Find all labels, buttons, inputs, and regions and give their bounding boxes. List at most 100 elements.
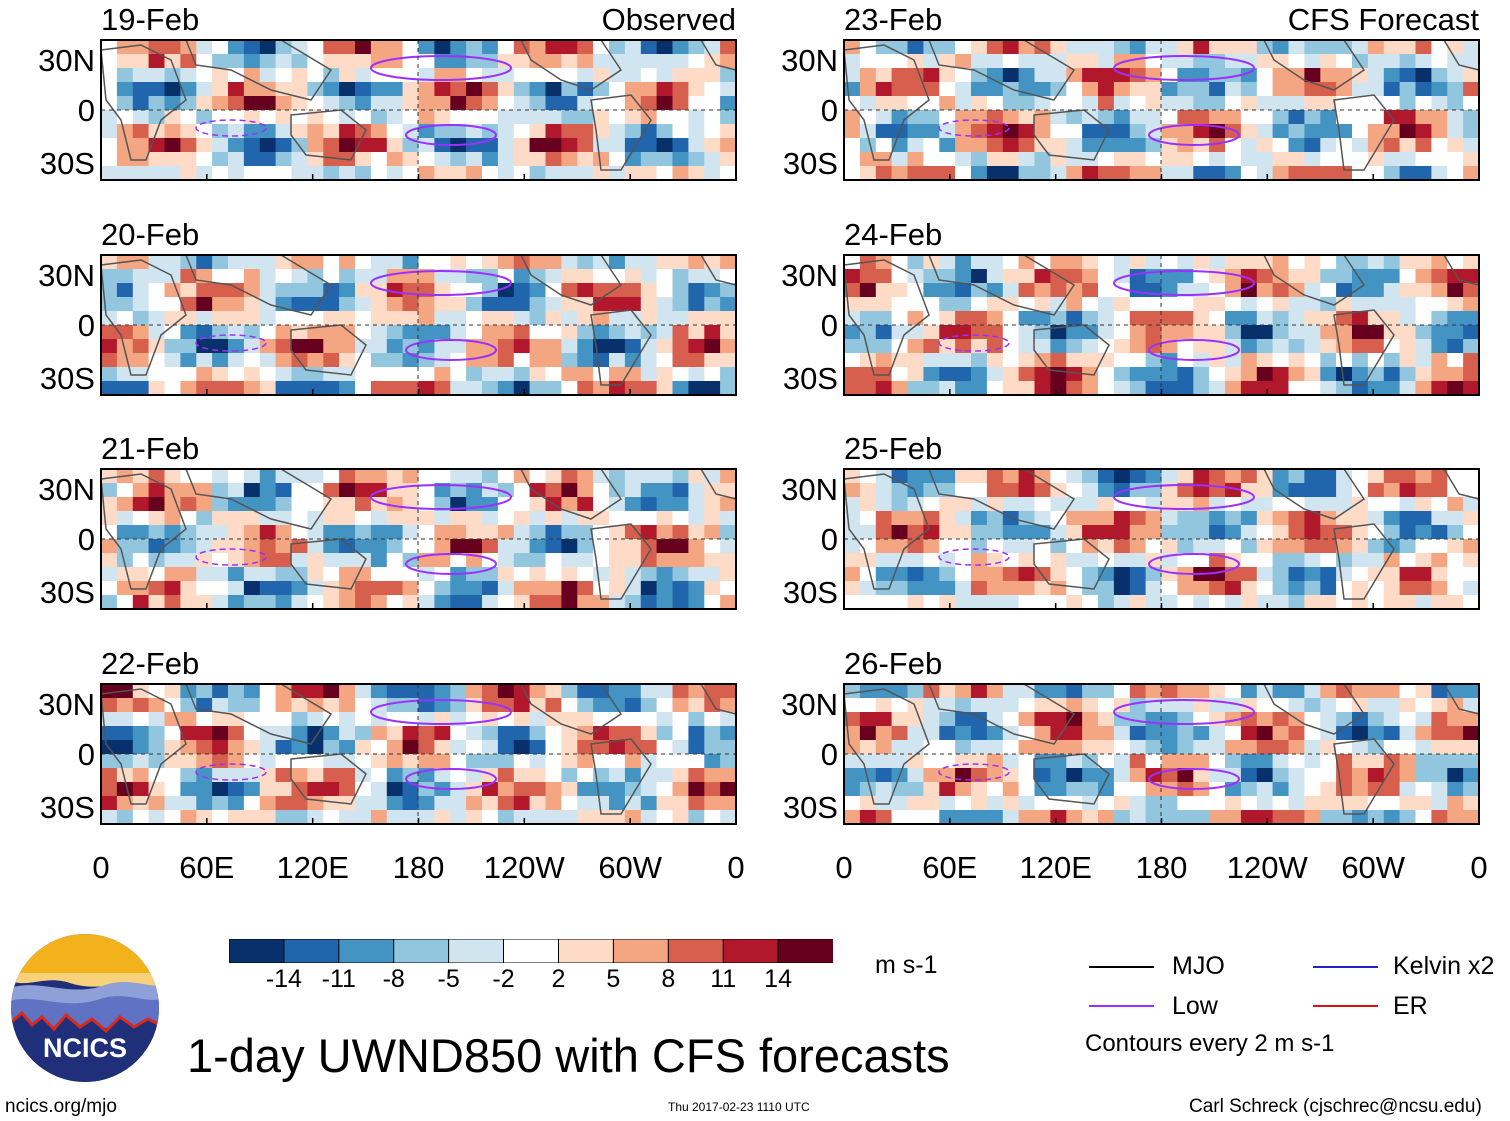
y-tick-label: 0 — [77, 308, 95, 343]
colorbar-swatch — [558, 939, 615, 963]
colorbar-label: 2 — [551, 965, 566, 993]
y-tick-label: 30N — [38, 687, 95, 722]
colorbar-swatch — [777, 939, 833, 963]
y-tick-label: 0 — [77, 737, 95, 772]
low-legend-line — [1089, 1005, 1154, 1007]
y-tick-label: 30N — [781, 687, 838, 722]
y-tick-label: 30N — [38, 258, 95, 293]
low-contour — [1113, 270, 1255, 296]
colorbar-label: -14 — [265, 965, 302, 993]
colorbar-swatch — [229, 939, 285, 963]
author: Carl Schreck (cjschrec@ncsu.edu) — [1189, 1096, 1482, 1117]
er-legend-line — [1313, 1005, 1378, 1007]
y-tick-label: 30S — [39, 575, 95, 610]
wind-anomaly-field — [101, 469, 737, 610]
low-contour — [1113, 55, 1255, 81]
map-panel — [100, 468, 737, 610]
ncics-logo: NCICS — [11, 934, 159, 1082]
y-tick-label: 30N — [781, 472, 838, 507]
colorbar-label: -11 — [321, 965, 356, 993]
kelvin-legend-label: Kelvin x2 — [1393, 952, 1495, 980]
map-panel — [100, 254, 737, 396]
wind-anomaly-field — [844, 255, 1480, 396]
panel-date: 20-Feb — [101, 217, 200, 252]
colorbar-swatch — [338, 939, 395, 963]
panel-date: 19-Feb — [101, 2, 200, 37]
colorbar-swatch — [667, 939, 725, 963]
low-contour — [405, 553, 497, 575]
y-tick-label: 30S — [39, 790, 95, 825]
colorbar-label: 8 — [661, 965, 676, 993]
y-tick-label: 30S — [782, 790, 838, 825]
panel-date: 25-Feb — [844, 431, 943, 466]
y-tick-label: 30N — [781, 258, 838, 293]
x-tick-label: 120W — [1226, 850, 1308, 885]
low-contour-dashed — [195, 763, 267, 781]
panel-date: 24-Feb — [844, 217, 943, 252]
low-contour — [405, 339, 497, 361]
map-panel — [843, 39, 1480, 181]
x-tick-label: 120W — [483, 850, 565, 885]
x-tick-label: 180 — [392, 850, 445, 885]
low-contour-dashed — [938, 119, 1010, 137]
x-tick-label: 180 — [1135, 850, 1188, 885]
mjo-legend-label: MJO — [1172, 952, 1225, 980]
colorbar-swatch — [612, 939, 670, 963]
colorbar-swatch — [448, 939, 505, 963]
logo-text: NCICS — [43, 1033, 127, 1063]
y-tick-label: 30N — [38, 43, 95, 78]
y-tick-label: 0 — [77, 93, 95, 128]
colorbar-swatch — [393, 939, 450, 963]
x-tick-label: 120E — [1019, 850, 1092, 885]
panel-date: 26-Feb — [844, 646, 943, 681]
y-tick-label: 30S — [782, 146, 838, 181]
panel-date: 22-Feb — [101, 646, 200, 681]
site-link[interactable]: ncics.org/mjo — [5, 1096, 117, 1117]
low-contour-dashed — [938, 548, 1010, 566]
timestamp: Thu 2017-02-23 1110 UTC — [668, 1100, 810, 1114]
wind-anomaly-field — [844, 684, 1480, 825]
y-tick-label: 30S — [782, 575, 838, 610]
y-tick-label: 30S — [39, 146, 95, 181]
wind-anomaly-field — [101, 684, 737, 825]
wind-anomaly-field — [101, 40, 737, 181]
x-tick-label: 60W — [598, 850, 663, 885]
x-tick-label: 120E — [276, 850, 349, 885]
low-contour — [405, 124, 497, 146]
map-panel — [100, 39, 737, 181]
x-tick-label: 0 — [727, 850, 745, 885]
colorbar-label: -2 — [492, 965, 515, 993]
x-tick-label: 60E — [179, 850, 235, 885]
wind-anomaly-field — [844, 469, 1480, 610]
low-contour — [1148, 124, 1240, 146]
colorbar-label: -5 — [437, 965, 460, 993]
x-tick-label: 0 — [1470, 850, 1488, 885]
panel-date: 21-Feb — [101, 431, 200, 466]
low-contour-dashed — [195, 548, 267, 566]
er-legend-label: ER — [1393, 992, 1428, 1020]
low-contour-dashed — [195, 119, 267, 137]
x-tick-label: 60W — [1341, 850, 1406, 885]
y-tick-label: 0 — [77, 522, 95, 557]
y-tick-label: 0 — [820, 308, 838, 343]
colorbar-swatch — [722, 939, 780, 963]
y-tick-label: 30S — [782, 361, 838, 396]
y-tick-label: 0 — [820, 93, 838, 128]
mjo-legend-line — [1089, 966, 1154, 968]
low-contour — [370, 699, 512, 725]
map-panel — [843, 468, 1480, 610]
colorbar-swatch — [283, 939, 340, 963]
wind-anomaly-field — [101, 255, 737, 396]
kelvin-legend-line — [1313, 966, 1378, 968]
coastline-outlines — [100, 468, 737, 600]
low-contour — [370, 55, 512, 81]
colorbar-units: m s-1 — [875, 951, 938, 979]
y-tick-label: 0 — [820, 522, 838, 557]
low-contour — [1148, 553, 1240, 575]
panel-date: 23-Feb — [844, 2, 943, 37]
colorbar-swatch — [503, 939, 560, 963]
y-tick-label: 30N — [38, 472, 95, 507]
wind-anomaly-field — [844, 40, 1480, 181]
low-contour-dashed — [195, 334, 267, 352]
y-tick-label: 0 — [820, 737, 838, 772]
